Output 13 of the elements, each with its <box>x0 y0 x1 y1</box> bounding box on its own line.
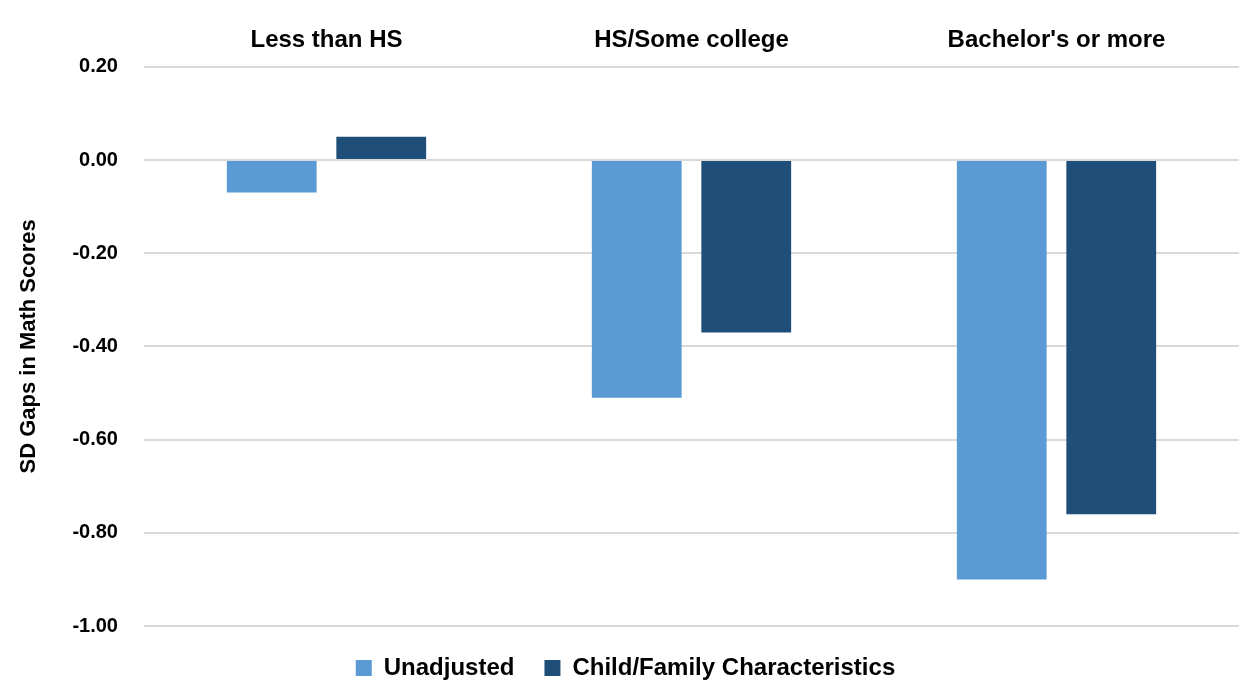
y-tick-label: 0.20 <box>79 54 118 77</box>
legend-label: Unadjusted <box>383 652 515 680</box>
y-axis-title: SD Gaps in Math Scores <box>15 219 41 474</box>
x-tick-label: HS/Some college <box>594 25 789 53</box>
y-tick-label: 0.00 <box>79 147 118 170</box>
x-tick-label: Less than HS <box>250 25 403 53</box>
y-tick-label: -0.20 <box>72 240 118 263</box>
y-tick-label: -1.00 <box>72 613 118 636</box>
y-tick-label: -0.60 <box>72 427 118 450</box>
legend-label: Child/Family Characteristics <box>572 652 896 680</box>
x-tick-label: Bachelor's or more <box>947 25 1166 53</box>
y-tick-label: -0.80 <box>72 520 118 543</box>
y-tick-label: -0.40 <box>72 333 118 356</box>
